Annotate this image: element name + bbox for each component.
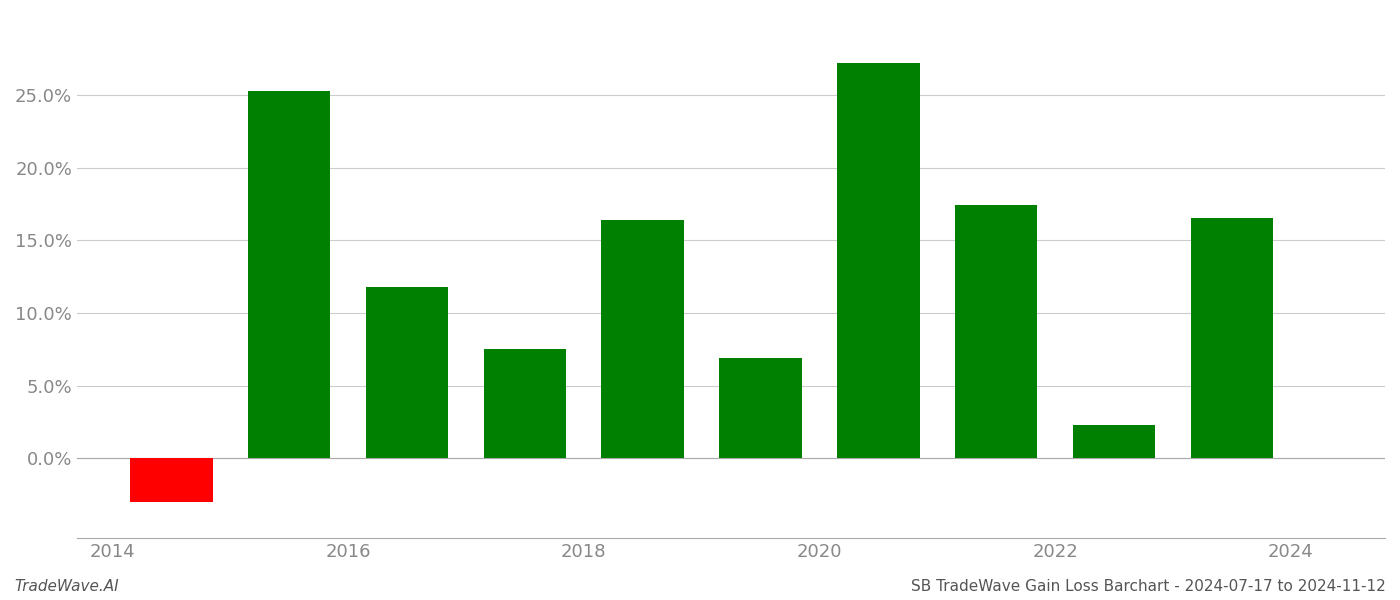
Bar [837, 63, 920, 458]
Bar [483, 349, 566, 458]
Bar [1072, 425, 1155, 458]
Bar [720, 358, 802, 458]
Bar [365, 287, 448, 458]
Text: SB TradeWave Gain Loss Barchart - 2024-07-17 to 2024-11-12: SB TradeWave Gain Loss Barchart - 2024-0… [911, 579, 1386, 594]
Bar [602, 220, 683, 458]
Bar [248, 91, 330, 458]
Bar [130, 458, 213, 502]
Bar [955, 205, 1037, 458]
Text: TradeWave.AI: TradeWave.AI [14, 579, 119, 594]
Bar [1190, 218, 1273, 458]
